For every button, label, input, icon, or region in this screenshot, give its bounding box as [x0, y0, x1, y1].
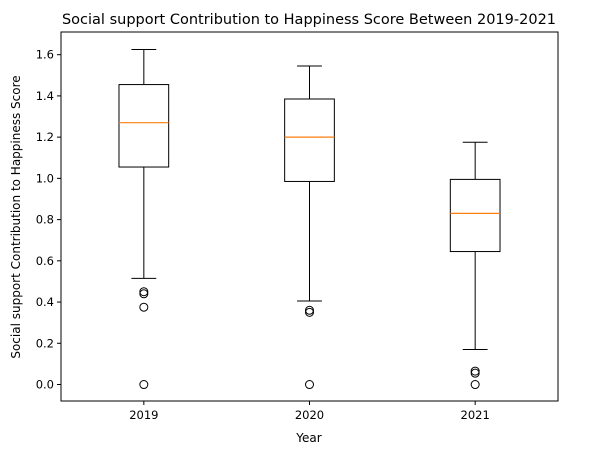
plot-area: 0.0 0.2 0.4 0.6 0.8 1.0 1.2 1.4 1.6 2019 2020 2021	[36, 31, 559, 422]
outlier-point	[305, 380, 314, 390]
outlier-point	[470, 380, 480, 390]
outlier-point	[139, 380, 149, 390]
y-tick-label: 0.2	[36, 336, 54, 350]
box-iqr	[284, 98, 335, 182]
x-tick-label: 2020	[295, 408, 324, 422]
x-axis-label: Year	[295, 431, 321, 445]
outlier-point	[305, 305, 314, 315]
outlier-point	[139, 289, 149, 299]
x-tick-label: 2019	[129, 408, 158, 422]
box-iqr	[118, 84, 170, 168]
y-tick-label: 1.2	[36, 130, 54, 144]
y-tick-label: 1.4	[36, 89, 54, 103]
y-tick-label: 1.6	[36, 48, 54, 62]
y-tick-label: 1.0	[36, 171, 54, 185]
outlier-point	[139, 287, 149, 297]
outlier-point	[470, 368, 480, 378]
box-iqr	[449, 178, 501, 253]
y-tick-label: 0.6	[36, 254, 54, 268]
y-tick-label: 0.4	[36, 295, 54, 309]
y-axis-label: Social support Contribution to Happiness…	[9, 75, 23, 358]
x-tick-label: 2021	[461, 408, 490, 422]
chart-title: Social support Contribution to Happiness…	[62, 12, 556, 28]
y-tick-label: 0.8	[36, 213, 54, 227]
outlier-point	[139, 302, 149, 312]
outlier-point	[470, 366, 480, 376]
outlier-point	[305, 307, 314, 317]
y-tick-label: 0.0	[36, 378, 54, 392]
